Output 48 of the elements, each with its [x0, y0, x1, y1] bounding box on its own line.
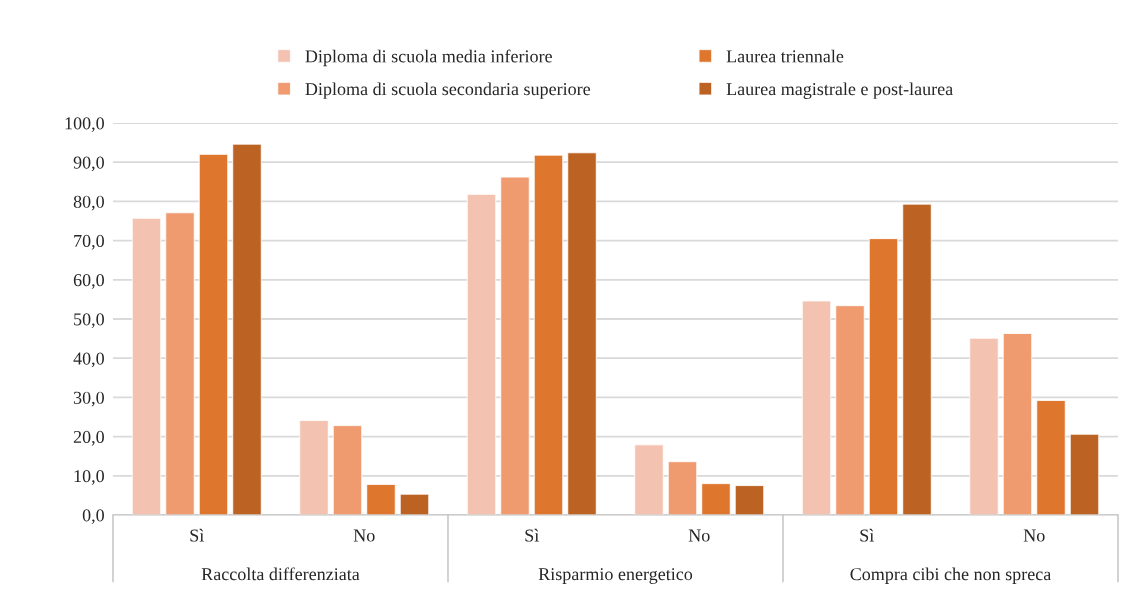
x-tick-label: No — [688, 529, 710, 542]
bar — [701, 483, 731, 515]
text: Risparmio energetico — [538, 568, 693, 584]
y-tick-label: 20,0 — [73, 430, 104, 446]
bar — [567, 152, 597, 515]
bar — [466, 193, 497, 515]
bar — [500, 176, 530, 515]
bar — [131, 217, 162, 515]
bar — [366, 484, 396, 515]
bar — [399, 493, 430, 515]
bar — [969, 337, 999, 515]
bar — [232, 143, 262, 515]
y-tick-label: 30,0 — [73, 391, 104, 407]
bar — [299, 420, 329, 515]
y-tick-label: 40,0 — [73, 352, 104, 368]
bar — [198, 153, 229, 515]
bar — [902, 203, 932, 515]
x-tick-label: Sì — [525, 528, 539, 542]
bar — [165, 212, 195, 515]
bar — [667, 461, 698, 515]
y-tick-label: 60,0 — [73, 274, 104, 289]
text: Raccolta differenziata — [201, 567, 360, 581]
legend-label: Diploma di scuola media inferiore — [305, 49, 552, 67]
y-tick-label: 100,0 — [65, 117, 104, 133]
legend-label: Laurea triennale — [726, 49, 844, 63]
bar — [801, 300, 832, 515]
y-tick-label: 70,0 — [74, 234, 104, 250]
legend-label: Diploma di scuola secondaria superiore — [305, 82, 591, 99]
bar — [1002, 333, 1033, 515]
text: Compra cibi che non spreca — [850, 567, 1052, 584]
bar — [868, 238, 899, 515]
bar — [634, 444, 664, 515]
bar — [1036, 400, 1066, 515]
x-tick-label: No — [353, 529, 375, 542]
y-tick-label: 10,0 — [74, 470, 104, 485]
y-tick-label: 90,0 — [73, 156, 104, 172]
bar — [1069, 433, 1100, 515]
bar — [533, 154, 564, 515]
y-tick-label: 50,0 — [74, 313, 104, 329]
bar — [332, 425, 363, 515]
y-tick-label: 0,0 — [82, 509, 104, 525]
bar — [734, 485, 765, 515]
y-tick-label: 80,0 — [73, 195, 104, 211]
x-tick-label: No — [1023, 529, 1045, 542]
legend-label: Laurea magistrale e post-laurea — [726, 82, 953, 99]
x-tick-label: Sì — [860, 528, 874, 542]
x-tick-label: Sì — [190, 528, 204, 542]
bar — [835, 305, 865, 515]
